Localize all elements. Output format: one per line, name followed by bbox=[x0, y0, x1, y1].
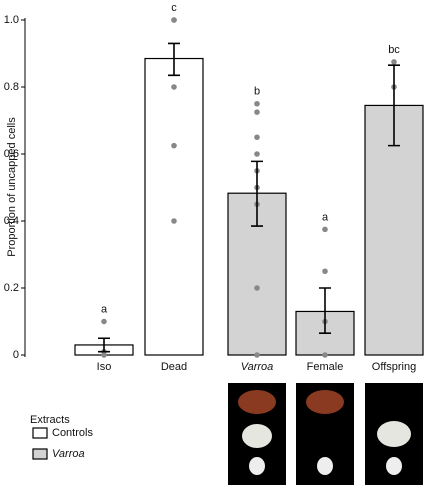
legend-title: Extracts bbox=[30, 414, 70, 426]
data-point bbox=[101, 352, 107, 358]
y-tick-label: 0.6 bbox=[4, 148, 19, 160]
data-point bbox=[254, 285, 260, 291]
significance-letter: a bbox=[322, 211, 329, 223]
y-tick-label: 0.2 bbox=[4, 282, 19, 294]
mite-larva bbox=[386, 457, 402, 475]
x-tick-label: Dead bbox=[161, 361, 187, 373]
data-point bbox=[171, 218, 177, 224]
y-tick-label: 0.8 bbox=[4, 81, 19, 93]
x-tick-label: Offspring bbox=[372, 361, 416, 373]
data-point bbox=[322, 226, 328, 233]
data-point bbox=[171, 17, 177, 23]
bar bbox=[364, 104, 424, 356]
significance-letter: b bbox=[254, 86, 260, 98]
y-axis-label: Proportion of uncapped cells bbox=[6, 117, 18, 257]
mite-larva bbox=[317, 457, 333, 475]
error-bar bbox=[388, 64, 400, 147]
significance-letter: c bbox=[171, 2, 177, 14]
mite-images bbox=[228, 383, 423, 485]
error-bar bbox=[251, 160, 263, 227]
legend-label: Varroa bbox=[52, 448, 85, 460]
bar bbox=[144, 57, 204, 356]
error-bar bbox=[168, 42, 180, 77]
mite-offspring bbox=[242, 424, 272, 448]
x-tick-label: Varroa bbox=[241, 361, 274, 373]
data-point bbox=[171, 142, 177, 149]
y-tick-label: 0.4 bbox=[4, 215, 19, 227]
mite-offspring bbox=[377, 421, 411, 447]
mite-female bbox=[306, 390, 344, 414]
error-bar bbox=[319, 287, 331, 335]
data-point bbox=[391, 59, 397, 65]
mite-larva bbox=[249, 457, 265, 475]
y-tick-label: 0 bbox=[13, 349, 19, 361]
significance-letter: a bbox=[101, 303, 108, 315]
x-tick-label: Iso bbox=[97, 361, 112, 373]
legend-swatch bbox=[32, 427, 48, 439]
data-point bbox=[254, 100, 260, 107]
legend-swatch bbox=[32, 448, 48, 460]
mite-female bbox=[238, 390, 276, 414]
significance-letter: bc bbox=[388, 44, 400, 56]
data-point bbox=[254, 151, 260, 157]
data-point bbox=[254, 109, 260, 115]
data-point bbox=[254, 134, 260, 141]
data-point bbox=[254, 352, 260, 358]
y-tick-label: 1.0 bbox=[4, 14, 19, 26]
x-tick-label: Female bbox=[307, 361, 344, 373]
error-bar bbox=[98, 337, 110, 353]
data-point bbox=[322, 352, 328, 358]
data-point bbox=[322, 268, 328, 275]
data-point bbox=[101, 318, 107, 325]
data-point bbox=[171, 84, 177, 90]
legend-label: Controls bbox=[52, 427, 93, 439]
